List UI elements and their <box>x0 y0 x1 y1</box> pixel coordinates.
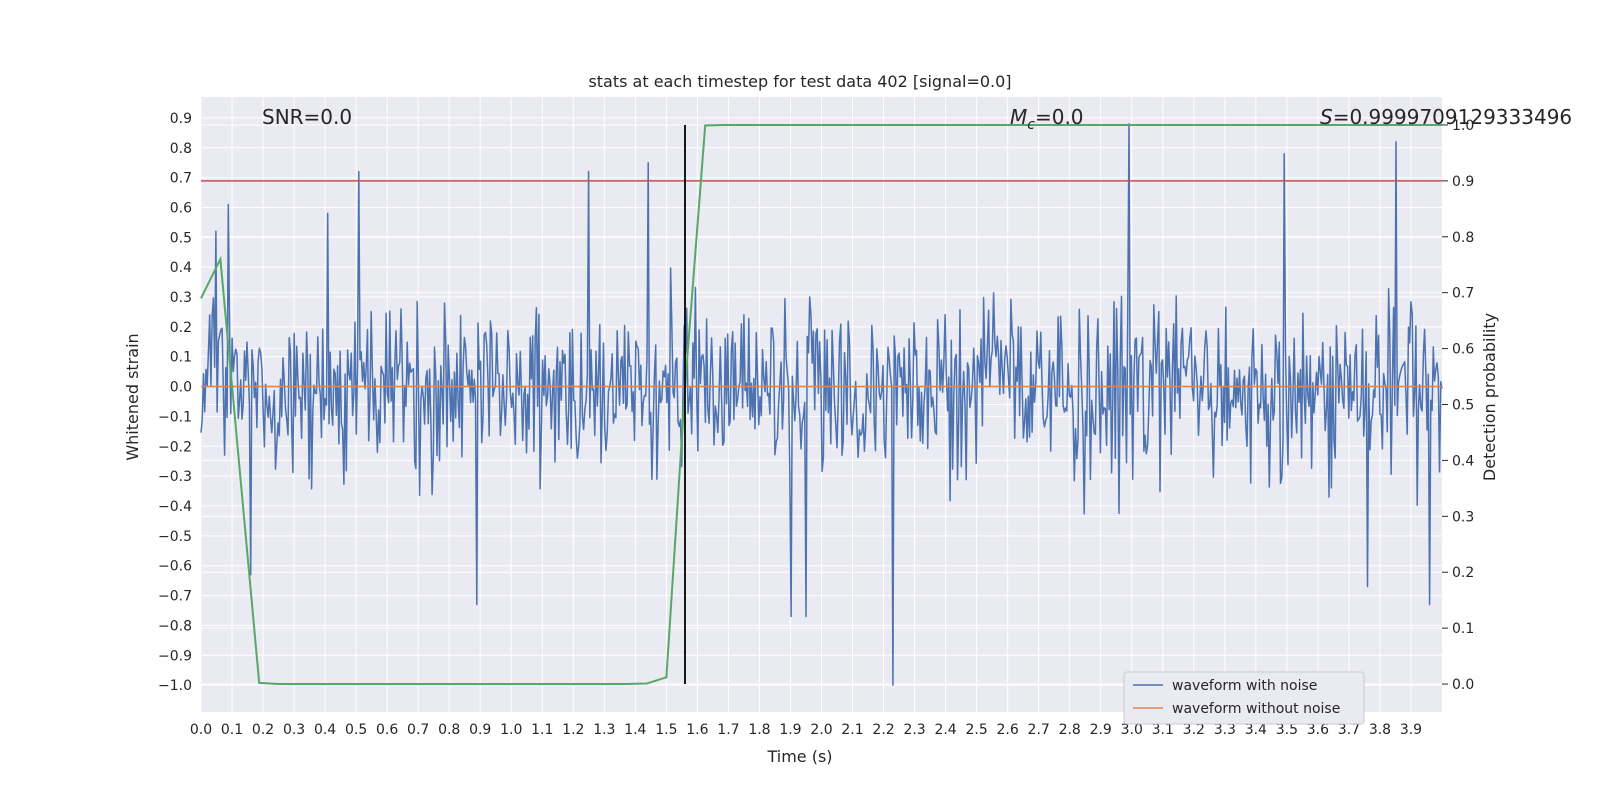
s-annotation: S=0.9999709129333496 <box>1320 105 1572 129</box>
y-tick-label: −1.0 <box>158 678 192 694</box>
legend-label-noise: waveform with noise <box>1172 678 1317 694</box>
y-tick-label: 0.5 <box>170 230 192 246</box>
y-tick-label: −0.3 <box>158 469 192 485</box>
series-detection-probability <box>200 124 1442 685</box>
y-right-tick-label: 0.2 <box>1452 565 1474 581</box>
y-right-tick-label: 0.9 <box>1452 174 1474 190</box>
x-tick-label: 1.5 <box>655 722 677 738</box>
y-tick-label: 0.7 <box>170 171 192 187</box>
y-tick-label: 0.2 <box>170 320 192 336</box>
x-tick-label: 0.9 <box>469 722 491 738</box>
x-tick-label: 3.0 <box>1121 722 1143 738</box>
y-tick-label: −0.9 <box>158 648 192 664</box>
x-tick-label: 3.2 <box>1183 722 1205 738</box>
y-tick-label: −0.5 <box>158 529 192 545</box>
snr-annotation: SNR=0.0 <box>262 105 352 129</box>
x-tick-label: 1.2 <box>562 722 584 738</box>
y-tick-label: 0.3 <box>170 290 192 306</box>
y-right-tick-label: 0.8 <box>1452 230 1474 246</box>
detection-probability-line <box>200 124 1442 685</box>
x-tick-label: 3.9 <box>1400 722 1422 738</box>
chart-title: stats at each timestep for test data 402… <box>588 72 1011 91</box>
chirp-mass-value: =0.0 <box>1035 105 1084 129</box>
chirp-mass-annotation: Mc=0.0 <box>1010 105 1084 133</box>
x-tick-label: 1.4 <box>624 722 646 738</box>
y-axis-right-ticks: 1.0 0.9 0.8 0.7 0.6 0.5 0.4 0.3 0.2 0.1 0.0 <box>1442 118 1474 693</box>
legend: waveform with noise waveform without noi… <box>1123 671 1365 725</box>
x-tick-label: 0.7 <box>407 722 429 738</box>
legend-label-clean: waveform without noise <box>1172 701 1340 717</box>
x-tick-label: 0.6 <box>376 722 398 738</box>
y-tick-label: 0.1 <box>170 350 192 366</box>
x-tick-label: 2.3 <box>903 722 925 738</box>
x-tick-label: 2.2 <box>872 722 894 738</box>
x-tick-label: 2.1 <box>841 722 863 738</box>
x-tick-label: 1.0 <box>500 722 522 738</box>
y-tick-label: 0.6 <box>170 200 192 216</box>
x-tick-label: 2.6 <box>997 722 1019 738</box>
s-symbol: S <box>1320 105 1333 129</box>
x-axis-ticks: 0.0 0.1 0.2 0.3 0.4 0.5 0.6 0.7 0.8 0.9 1.0 1.1 1.2 1… <box>190 722 1422 738</box>
x-tick-label: 3.1 <box>1152 722 1174 738</box>
y-axis-right-label: Detection probability <box>1480 313 1499 481</box>
y-tick-label: −0.2 <box>158 439 192 455</box>
x-tick-label: 2.8 <box>1059 722 1081 738</box>
y-axis-ticks: 0.9 0.8 0.7 0.6 0.5 0.4 0.3 0.2 0.1 0.0 −0.1 −0.2 −0… <box>158 111 192 694</box>
x-tick-label: 3.8 <box>1369 722 1391 738</box>
waveform-with-noise-line <box>200 123 1443 686</box>
y-tick-label: −0.8 <box>158 618 192 634</box>
x-tick-label: 1.7 <box>717 722 739 738</box>
y-right-tick-label: 1.0 <box>1452 118 1474 134</box>
x-tick-label: 0.8 <box>438 722 460 738</box>
x-tick-label: 3.5 <box>1276 722 1298 738</box>
y-tick-label: 0.4 <box>170 260 192 276</box>
y-tick-label: −0.4 <box>158 499 192 515</box>
x-tick-label: 2.0 <box>810 722 832 738</box>
y-right-tick-label: 0.5 <box>1452 398 1474 414</box>
x-tick-label: 1.8 <box>748 722 770 738</box>
chirp-mass-subscript: c <box>1027 117 1035 133</box>
legend-box <box>1123 671 1365 725</box>
x-tick-label: 1.1 <box>531 722 553 738</box>
series-waveform-with-noise <box>200 123 1443 686</box>
x-tick-label: 2.4 <box>934 722 956 738</box>
y-right-tick-label: 0.3 <box>1452 509 1474 525</box>
x-tick-label: 3.3 <box>1214 722 1236 738</box>
x-tick-label: 2.7 <box>1028 722 1050 738</box>
chirp-mass-symbol: M <box>1010 105 1027 129</box>
y-tick-label: −0.7 <box>158 589 192 605</box>
x-tick-label: 0.3 <box>283 722 305 738</box>
y-right-tick-label: 0.4 <box>1452 453 1474 469</box>
y-tick-label: −0.6 <box>158 559 192 575</box>
y-right-tick-label: 0.1 <box>1452 621 1474 637</box>
x-tick-label: 0.5 <box>345 722 367 738</box>
x-axis-label: Time (s) <box>766 747 832 766</box>
x-tick-label: 1.6 <box>686 722 708 738</box>
y-tick-label: −0.1 <box>158 409 192 425</box>
x-tick-label: 0.2 <box>252 722 274 738</box>
x-tick-label: 2.5 <box>965 722 987 738</box>
y-tick-label: 0.0 <box>170 380 192 396</box>
y-axis-label: Whitened strain <box>123 333 142 460</box>
y-right-tick-label: 0.7 <box>1452 286 1474 302</box>
x-tick-label: 3.4 <box>1245 722 1267 738</box>
s-value: =0.9999709129333496 <box>1333 105 1572 129</box>
y-right-tick-label: 0.0 <box>1452 677 1474 693</box>
x-tick-label: 3.7 <box>1338 722 1360 738</box>
x-tick-label: 2.9 <box>1090 722 1112 738</box>
x-tick-label: 0.0 <box>190 722 212 738</box>
y-tick-label: 0.8 <box>170 141 192 157</box>
x-tick-label: 0.1 <box>221 722 243 738</box>
x-tick-label: 0.4 <box>314 722 336 738</box>
x-tick-label: 1.9 <box>779 722 801 738</box>
y-right-tick-label: 0.6 <box>1452 342 1474 358</box>
x-tick-label: 3.6 <box>1307 722 1329 738</box>
x-tick-label: 1.3 <box>593 722 615 738</box>
y-tick-label: 0.9 <box>170 111 192 127</box>
